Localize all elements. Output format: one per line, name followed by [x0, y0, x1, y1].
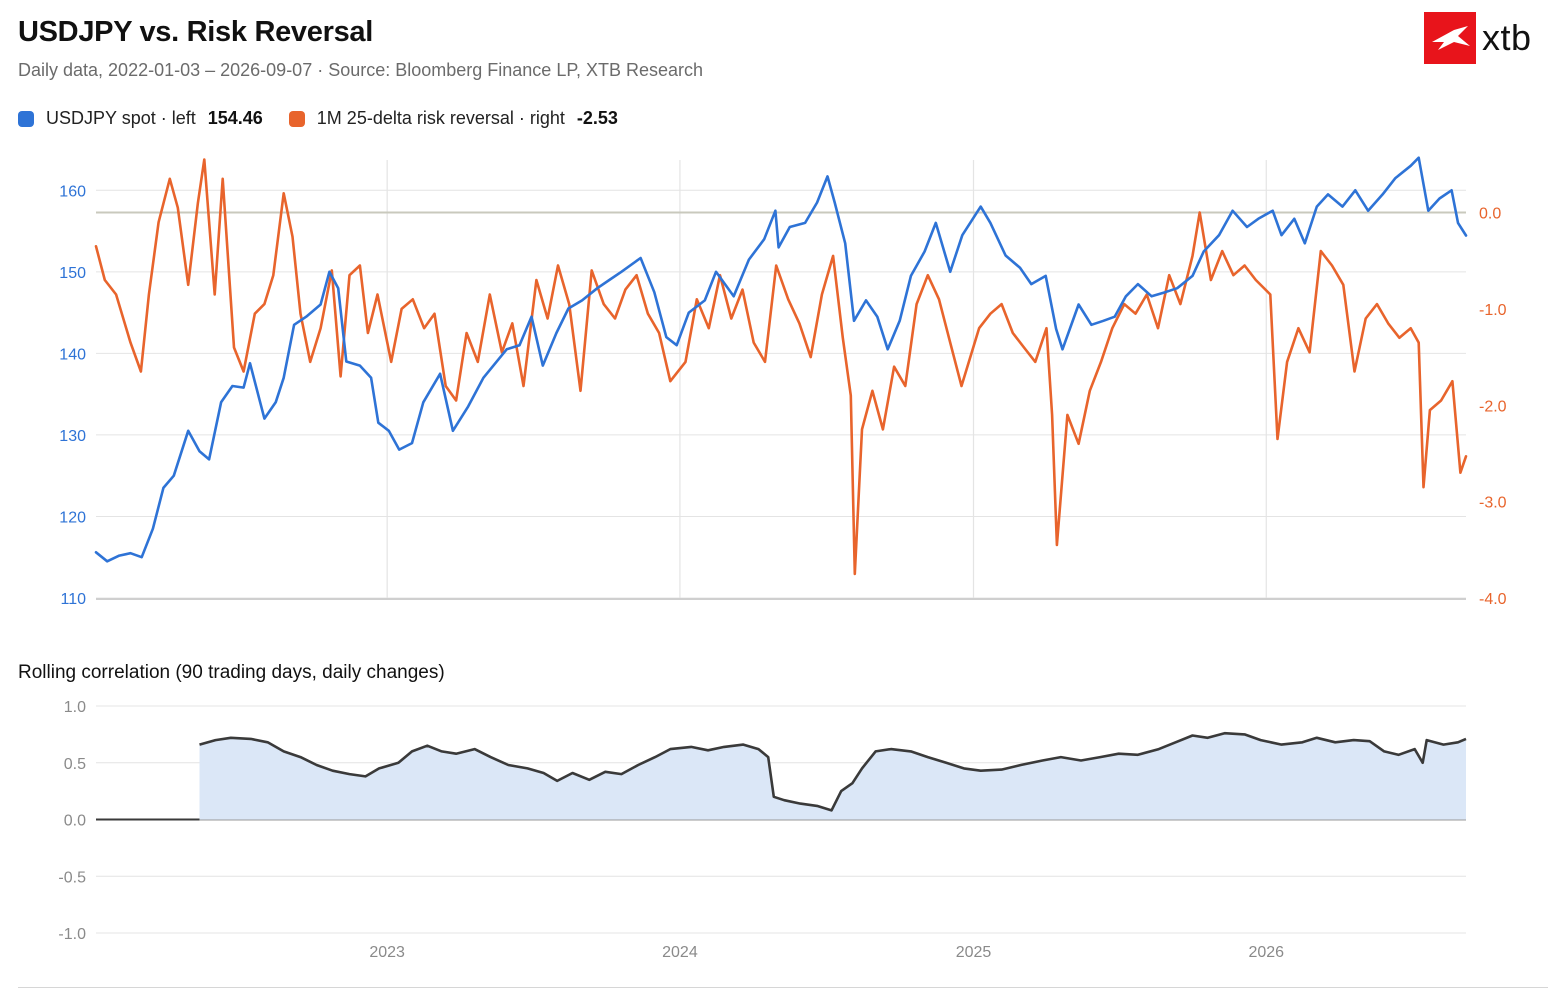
- x-axis-tick-2023: 2023: [369, 944, 405, 961]
- legend-label-usdjpy: USDJPY spot · left: [46, 108, 196, 128]
- corr-y-tick: -0.5: [58, 869, 86, 886]
- chart-legend: USDJPY spot · left 154.46 1M 25-delta ri…: [18, 108, 644, 129]
- corr-y-tick: -1.0: [58, 926, 86, 943]
- right-axis-tick: -3.0: [1479, 495, 1507, 512]
- chart-subtitle: Daily data, 2022-01-03 – 2026-09-07 · So…: [18, 60, 704, 80]
- chart-title: USDJPY vs. Risk Reversal: [18, 16, 373, 48]
- right-axis-tick: 0.0: [1479, 206, 1501, 223]
- left-axis-tick: 120: [59, 509, 86, 526]
- right-axis-tick: -4.0: [1479, 591, 1507, 608]
- legend-value-usdjpy: 154.46: [207, 108, 263, 128]
- corr-y-tick: 1.0: [64, 699, 86, 716]
- left-axis-tick: 150: [59, 265, 86, 282]
- correlation-chart: 1.0 0.5 0.0 -0.5 -1.0 2023 2024 2025 2026: [58, 699, 1467, 961]
- x-axis-tick-2025: 2025: [956, 944, 992, 961]
- brand-logo: xtb: [1424, 12, 1532, 64]
- xtb-logo-icon: [1424, 12, 1476, 64]
- legend-swatch-usdjpy: [18, 110, 34, 127]
- legend-item-risk-reversal[interactable]: 1M 25-delta risk reversal · right -2.53: [288, 108, 618, 129]
- risk-reversal-line: [94, 158, 1468, 576]
- bottom-divider: [18, 987, 1548, 988]
- x-axis-tick-2026: 2026: [1248, 944, 1284, 961]
- corr-area-fill: [199, 733, 1466, 820]
- legend-value-risk-reversal: -2.53: [576, 108, 618, 128]
- left-axis-tick: 160: [59, 183, 86, 200]
- corr-y-tick: 0.5: [64, 756, 86, 773]
- left-axis-tick: 140: [59, 346, 86, 363]
- left-axis-tick: 110: [60, 591, 86, 608]
- x-axis-tick-2024: 2024: [662, 944, 698, 961]
- correlation-chart-title: Rolling correlation (90 trading days, da…: [18, 662, 445, 683]
- right-axis-tick: -1.0: [1479, 302, 1507, 319]
- legend-swatch-risk-reversal: [288, 110, 305, 127]
- corr-y-tick: 0.0: [64, 813, 86, 830]
- left-axis-tick: 130: [59, 428, 86, 445]
- corr-line: [199, 731, 1467, 812]
- main-chart: 110 120 130 140 150 160 0.0 -1.0 -2.0 -3.0 -4.0: [59, 156, 1507, 608]
- logo-wordmark: xtb: [1482, 17, 1532, 58]
- usdjpy-spot-line: [94, 156, 1468, 563]
- right-axis-tick: -2.0: [1479, 398, 1507, 415]
- legend-item-usdjpy[interactable]: USDJPY spot · left 154.46: [18, 108, 263, 129]
- legend-label-risk-reversal: 1M 25-delta risk reversal · right: [316, 108, 565, 128]
